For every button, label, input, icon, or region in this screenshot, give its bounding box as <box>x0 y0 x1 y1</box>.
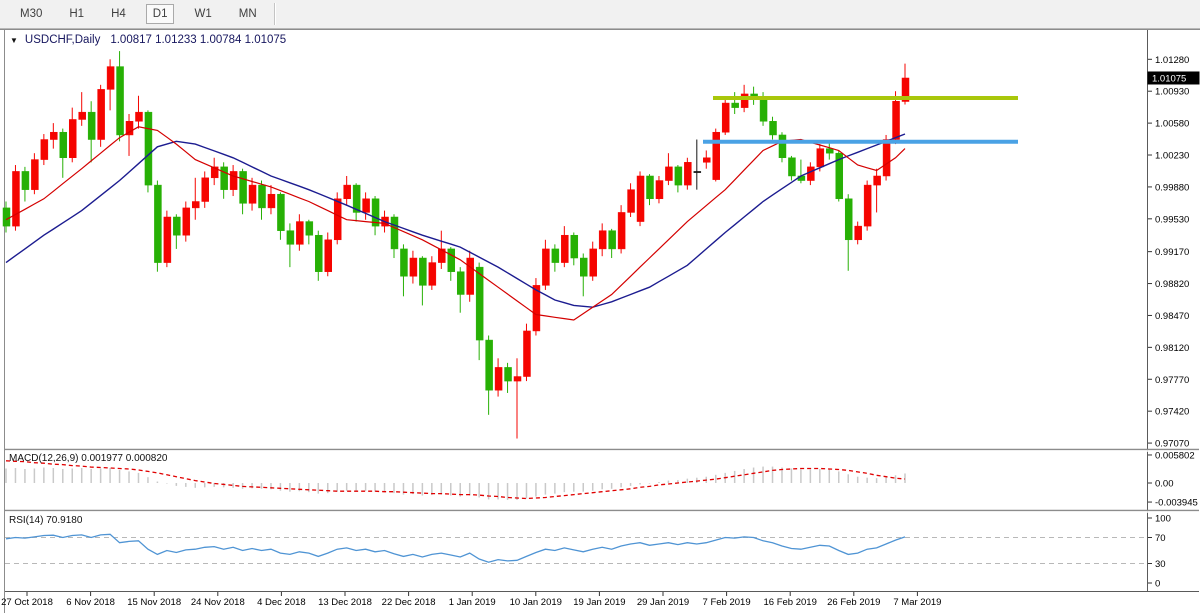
svg-text:1.00930: 1.00930 <box>1155 87 1189 98</box>
chart-title: ▼ USDCHF,Daily 1.00817 1.01233 1.00784 1… <box>10 34 286 46</box>
timeframe-button-mn[interactable]: MN <box>238 8 257 20</box>
toolbar-separator <box>273 3 276 25</box>
svg-text:10 Jan 2019: 10 Jan 2019 <box>510 597 562 608</box>
svg-text:70: 70 <box>1155 533 1166 544</box>
svg-text:0.005802: 0.005802 <box>1155 450 1195 461</box>
svg-text:0.97420: 0.97420 <box>1155 407 1189 418</box>
svg-text:19 Jan 2019: 19 Jan 2019 <box>573 597 625 608</box>
timeframe-button-h1[interactable]: H1 <box>69 8 85 20</box>
svg-text:0.97070: 0.97070 <box>1155 439 1189 450</box>
svg-text:0.99880: 0.99880 <box>1155 182 1189 193</box>
svg-text:13 Dec 2018: 13 Dec 2018 <box>318 597 372 608</box>
svg-text:100: 100 <box>1155 514 1171 525</box>
svg-text:15 Nov 2018: 15 Nov 2018 <box>127 597 181 608</box>
timeframe-button-d1[interactable]: D1 <box>145 4 175 24</box>
timeframe-toolbar: M30 H1 H4 D1 W1 MN <box>0 0 1200 29</box>
chart-symbol-period: USDCHF,Daily <box>24 34 101 46</box>
svg-text:7 Feb 2019: 7 Feb 2019 <box>703 597 751 608</box>
svg-text:26 Feb 2019: 26 Feb 2019 <box>827 597 880 608</box>
svg-text:1.00230: 1.00230 <box>1155 151 1189 162</box>
svg-text:30: 30 <box>1155 559 1166 570</box>
current-price-tag <box>1147 71 1200 85</box>
svg-text:0.99170: 0.99170 <box>1155 247 1189 258</box>
collapse-triangle-icon[interactable]: ▼ <box>10 35 18 45</box>
svg-text:4 Dec 2018: 4 Dec 2018 <box>257 597 306 608</box>
svg-text:29 Jan 2019: 29 Jan 2019 <box>637 597 689 608</box>
macd-indicator-label: MACD(12,26,9) 0.001977 0.000820 <box>9 453 168 464</box>
timeframe-button-m30[interactable]: M30 <box>20 8 43 20</box>
svg-text:7 Mar 2019: 7 Mar 2019 <box>893 597 941 608</box>
svg-text:0: 0 <box>1155 579 1160 590</box>
svg-text:16 Feb 2019: 16 Feb 2019 <box>764 597 817 608</box>
svg-text:1.01075: 1.01075 <box>1152 73 1186 84</box>
svg-text:6 Nov 2018: 6 Nov 2018 <box>66 597 115 608</box>
timeframe-button-h4[interactable]: H4 <box>111 8 126 20</box>
svg-text:0.98120: 0.98120 <box>1155 343 1189 354</box>
svg-text:0.00: 0.00 <box>1155 479 1174 490</box>
rsi-indicator-label: RSI(14) 70.9180 <box>9 515 83 526</box>
chart-ohlc-readout: 1.00817 1.01233 1.00784 1.01075 <box>110 34 287 46</box>
svg-text:24 Nov 2018: 24 Nov 2018 <box>191 597 245 608</box>
svg-text:22 Dec 2018: 22 Dec 2018 <box>382 597 436 608</box>
svg-text:1 Jan 2019: 1 Jan 2019 <box>449 597 496 608</box>
svg-text:1.01280: 1.01280 <box>1155 55 1189 66</box>
timeframe-button-w1[interactable]: W1 <box>194 8 212 20</box>
svg-text:0.98470: 0.98470 <box>1155 311 1189 322</box>
svg-text:0.99530: 0.99530 <box>1155 214 1189 225</box>
svg-text:0.97770: 0.97770 <box>1155 375 1189 386</box>
svg-text:27 Oct 2018: 27 Oct 2018 <box>1 597 53 608</box>
svg-text:1.00580: 1.00580 <box>1155 119 1189 130</box>
svg-text:0.98820: 0.98820 <box>1155 279 1189 290</box>
svg-text:-0.003945: -0.003945 <box>1155 498 1198 509</box>
